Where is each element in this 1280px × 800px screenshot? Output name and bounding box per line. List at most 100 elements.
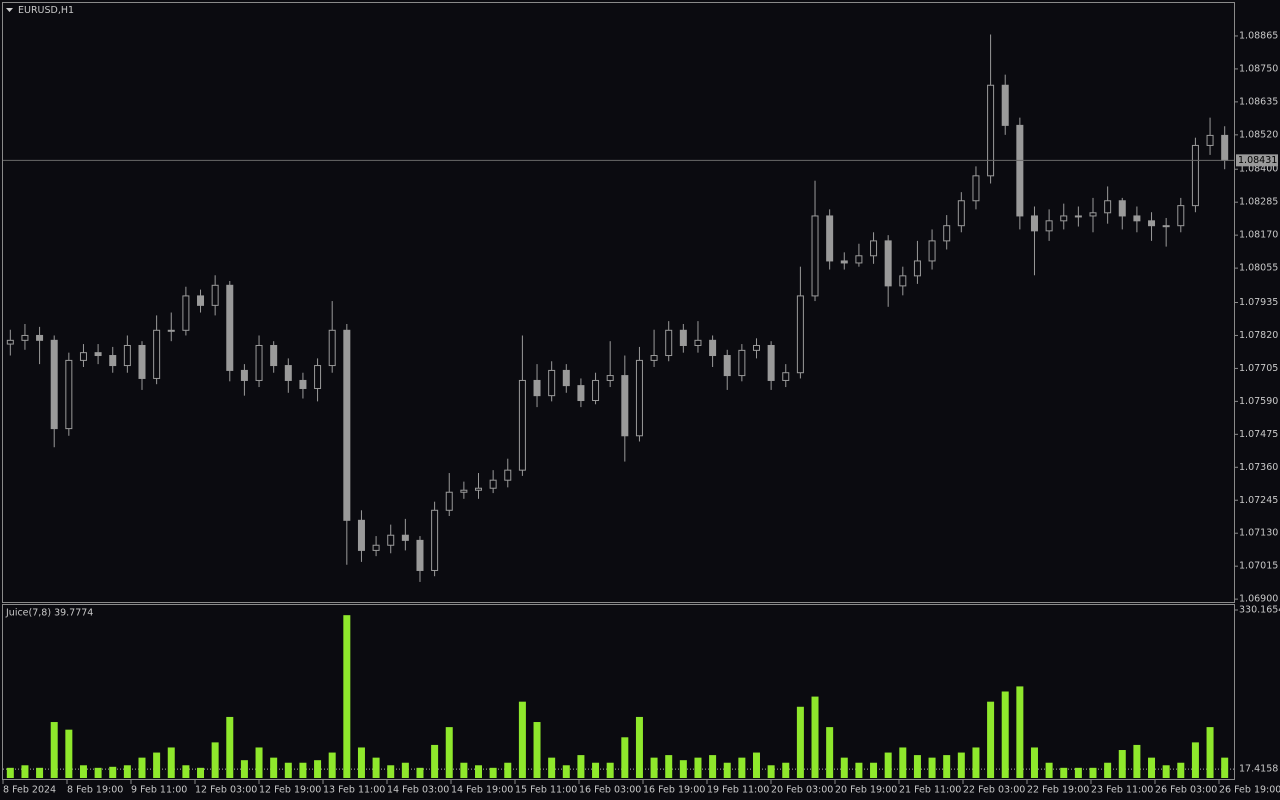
bar	[870, 762, 878, 778]
y-tick-label: 1.07475	[1239, 429, 1278, 440]
candle-body	[767, 344, 775, 381]
x-tick-label: 8 Feb 2024	[3, 785, 56, 796]
bar	[943, 755, 951, 778]
bar	[855, 762, 863, 778]
candle-body	[1030, 215, 1038, 232]
bar	[913, 755, 921, 778]
bar	[123, 765, 131, 778]
x-tick-label: 14 Feb 03:00	[387, 785, 449, 796]
bar	[1191, 742, 1199, 778]
candle-body	[401, 534, 409, 541]
bar	[1206, 727, 1214, 778]
x-tick-label: 12 Feb 19:00	[259, 785, 321, 796]
candle-body	[328, 329, 336, 367]
y-tick-label: 1.07015	[1239, 561, 1278, 572]
bar	[343, 615, 351, 778]
bar	[562, 765, 570, 778]
candle-body	[445, 491, 453, 511]
y-tick-label: 1.08520	[1239, 129, 1278, 140]
y-tick-label: 1.08055	[1239, 263, 1278, 274]
candle-body	[928, 240, 936, 262]
candle-body	[270, 344, 278, 367]
bar	[972, 747, 980, 778]
bar	[606, 762, 614, 778]
candle-body	[1133, 215, 1141, 222]
bar	[621, 737, 629, 778]
bar	[1074, 767, 1082, 778]
bar	[328, 752, 336, 778]
bar	[401, 762, 409, 778]
candle-body	[21, 334, 29, 341]
current-price-box	[1236, 154, 1278, 167]
candle-body	[518, 379, 526, 471]
y-tick-label: 1.08865	[1239, 30, 1278, 41]
candle-body	[153, 329, 161, 379]
x-tick-label: 19 Feb 11:00	[707, 785, 769, 796]
bar	[884, 752, 892, 778]
y-tick-label: 1.06900	[1239, 594, 1278, 605]
y-tick-label: 1.07360	[1239, 462, 1278, 473]
menu-arrow[interactable]	[6, 8, 13, 12]
bar	[1089, 767, 1097, 778]
bar	[36, 767, 44, 778]
x-tick-label: 22 Feb 03:00	[963, 785, 1025, 796]
candle-body	[6, 339, 14, 345]
candle-body	[899, 275, 907, 287]
candle-body	[1074, 215, 1082, 218]
candle-body	[1060, 215, 1068, 222]
bar	[416, 767, 424, 778]
bar	[284, 762, 292, 778]
bar	[1162, 765, 1170, 778]
bar	[635, 716, 643, 778]
candle-body	[709, 339, 717, 357]
candle-body	[782, 372, 790, 381]
bar	[109, 766, 117, 778]
candle-body	[635, 359, 643, 437]
candle-body	[1148, 220, 1156, 227]
bar	[460, 762, 468, 778]
bar	[1001, 691, 1009, 778]
candle-body	[855, 255, 863, 264]
bar	[738, 757, 746, 778]
candle-body	[826, 215, 834, 262]
bar	[752, 752, 760, 778]
y-tick-label: 1.07935	[1239, 297, 1278, 308]
x-tick-label: 20 Feb 19:00	[835, 785, 897, 796]
candle-body	[811, 215, 819, 297]
x-tick-label: 26 Feb 03:00	[1155, 785, 1217, 796]
candle-body	[416, 539, 424, 571]
y-tick-label: 1.07130	[1239, 528, 1278, 539]
candle-body	[36, 334, 44, 341]
bar	[1045, 762, 1053, 778]
candle-body	[943, 225, 951, 242]
bar	[387, 765, 395, 778]
y-tick-label: 1.07820	[1239, 330, 1278, 341]
x-tick-label: 26 Feb 19:00	[1219, 785, 1280, 796]
candle-body	[752, 344, 760, 351]
bar	[153, 752, 161, 778]
bar	[899, 747, 907, 778]
candle-body	[665, 329, 673, 357]
candle-body	[1191, 144, 1199, 207]
bar	[928, 757, 936, 778]
candle-body	[1206, 134, 1214, 146]
bar	[679, 760, 687, 778]
x-tick-label: 16 Feb 19:00	[643, 785, 705, 796]
bar	[811, 696, 819, 778]
candle-body	[50, 339, 58, 430]
bar	[826, 727, 834, 778]
bar	[197, 767, 205, 778]
candle-body	[343, 329, 351, 521]
current-price-label: 1.08431	[1238, 155, 1277, 166]
candle-body	[1118, 200, 1126, 217]
candle-body	[1104, 200, 1112, 214]
candle-body	[533, 379, 541, 397]
indicator-title: Juice(7,8) 39.7774	[5, 608, 93, 619]
x-tick-label: 16 Feb 03:00	[579, 785, 641, 796]
candle-body	[884, 240, 892, 287]
bar	[240, 760, 248, 778]
candle-body	[489, 479, 497, 489]
bar	[1030, 747, 1038, 778]
candle-body	[109, 355, 117, 367]
y-tick-label: 1.07245	[1239, 495, 1278, 506]
